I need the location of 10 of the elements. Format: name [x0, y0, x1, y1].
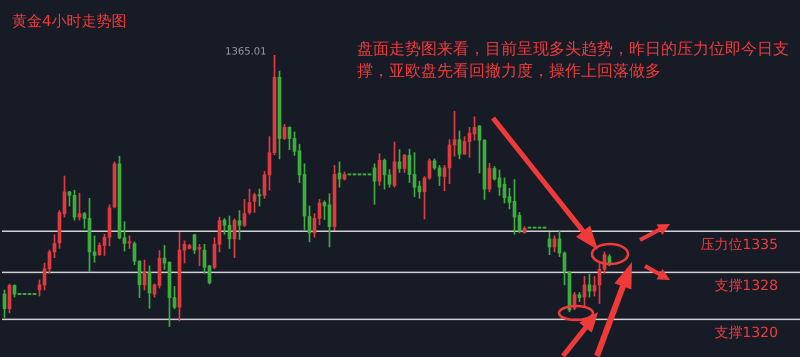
candlestick — [238, 210, 242, 240]
annotation: 盘面走势图来看，目前呈现多头趋势，昨日的压力位即今日支撑，亚欧盘先看回撤力度，操作上回落做多 — [357, 38, 790, 82]
candlestick — [78, 192, 82, 220]
candlestick — [198, 244, 202, 266]
annotation: 1365.01 — [225, 46, 266, 58]
chart-title: 黄金4小时走势图 — [12, 12, 127, 31]
ref-line-label: 压力位1335 — [700, 236, 778, 253]
ref-line-label: 支撑1320 — [714, 325, 778, 342]
ref-line-label: 支撑1328 — [714, 278, 778, 294]
candlestick — [128, 236, 132, 249]
